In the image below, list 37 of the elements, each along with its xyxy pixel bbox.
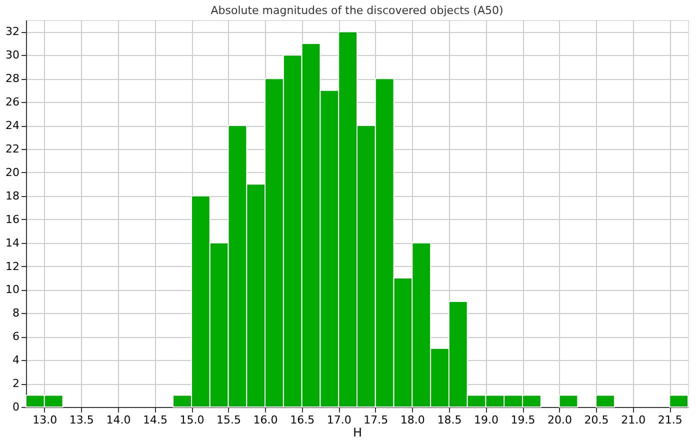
x-tick-label: 15.0 (180, 414, 204, 426)
y-tick-label: 6 (12, 330, 20, 344)
y-tick-label: 4 (12, 354, 20, 367)
x-tick-label: 19.5 (510, 414, 536, 426)
chart-title: Absolute magnitudes of the discovered objects (A50) (210, 4, 504, 17)
y-tick-label: 30 (6, 48, 20, 62)
y-tick-label: 16 (6, 212, 20, 226)
x-tick-label: 14.5 (142, 414, 168, 426)
y-tick-label: 20 (6, 166, 20, 179)
x-tick-label: 13.5 (69, 414, 94, 426)
x-tick-label: 18.0 (400, 414, 425, 426)
y-tick-label: 26 (6, 96, 20, 109)
x-tick-label: 13.0 (32, 414, 58, 426)
x-tick-label: 21.0 (621, 414, 646, 426)
x-tick-label: 17.0 (326, 414, 352, 426)
x-tick-label: 19.0 (474, 414, 498, 426)
x-tick-label: 20.5 (584, 414, 609, 426)
x-tick-label: 16.5 (290, 414, 315, 426)
y-tick-label: 24 (6, 119, 20, 132)
x-tick-label: 15.5 (216, 414, 242, 426)
y-tick-label: 8 (12, 306, 20, 320)
x-axis-title: H (352, 426, 362, 440)
x-tick-label: 21.5 (658, 414, 682, 426)
y-tick-label: 32 (6, 25, 20, 38)
y-tick-label: 28 (6, 72, 20, 86)
x-tick-label: 14.0 (106, 414, 131, 426)
y-tick-label: 0 (12, 400, 20, 414)
y-tick-label: 22 (6, 142, 20, 156)
y-tick-label: 12 (6, 260, 20, 273)
x-tick-label: 17.5 (364, 414, 388, 426)
x-tick-label: 16.0 (253, 414, 278, 426)
y-tick-label: 10 (6, 283, 20, 296)
y-tick-label: 2 (12, 377, 20, 390)
y-tick-label: 18 (6, 189, 20, 202)
y-tick-label: 14 (6, 236, 20, 250)
x-tick-label: 20.0 (548, 414, 572, 426)
x-tick-label: 18.5 (437, 414, 462, 426)
